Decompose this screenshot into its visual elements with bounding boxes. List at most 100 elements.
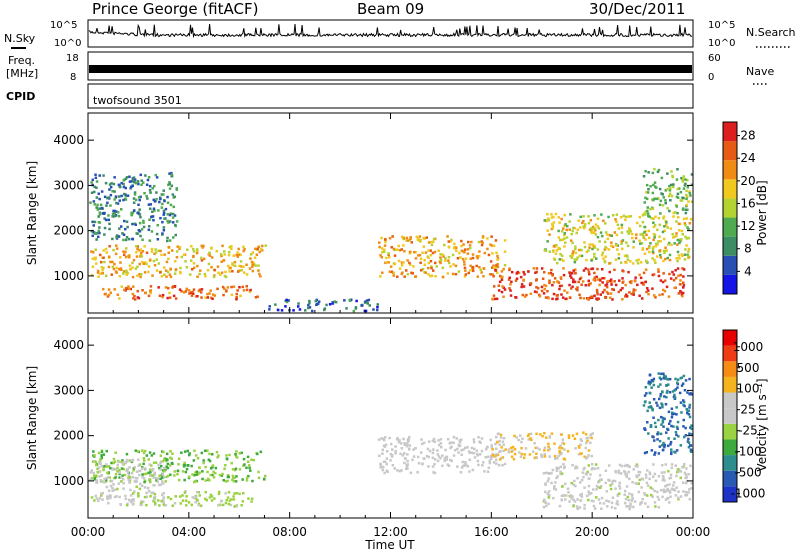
data-cell <box>673 389 676 392</box>
data-cell <box>629 215 633 218</box>
data-cell <box>653 224 657 227</box>
data-cell <box>261 244 264 248</box>
data-cell <box>181 494 184 497</box>
data-cell <box>621 287 624 290</box>
data-cell <box>546 479 550 483</box>
data-cell <box>221 472 224 476</box>
data-cell <box>93 185 96 189</box>
data-cell <box>257 245 260 248</box>
data-cell <box>670 466 673 470</box>
data-cell <box>429 274 432 278</box>
data-cell <box>95 497 99 500</box>
data-cell <box>611 288 614 291</box>
data-cell <box>121 462 125 465</box>
data-cell <box>540 289 544 293</box>
data-cell <box>128 287 131 291</box>
data-cell <box>619 288 622 292</box>
data-cell <box>647 432 650 435</box>
data-cell <box>632 288 635 291</box>
data-cell <box>587 484 591 488</box>
data-cell <box>604 469 608 472</box>
data-cell <box>392 274 395 277</box>
data-cell <box>672 185 675 189</box>
data-cell <box>535 452 538 455</box>
data-cell <box>127 256 131 259</box>
data-cell <box>500 270 504 273</box>
data-cell <box>227 250 231 254</box>
data-cell <box>171 193 175 196</box>
data-cell <box>140 183 143 186</box>
data-cell <box>100 260 103 264</box>
data-cell <box>604 481 607 485</box>
data-cell <box>125 247 128 250</box>
data-cell <box>230 461 233 465</box>
data-cell <box>494 268 497 272</box>
data-cell <box>574 465 578 468</box>
data-cell <box>573 479 576 483</box>
data-cell <box>155 479 158 482</box>
data-cell <box>555 469 559 472</box>
data-cell <box>143 495 147 499</box>
data-cell <box>641 247 645 250</box>
data-cell <box>593 467 597 471</box>
data-cell <box>552 292 556 296</box>
data-cell <box>593 231 596 234</box>
data-cell <box>231 474 235 478</box>
data-cell <box>667 437 670 440</box>
data-cell <box>645 191 648 194</box>
data-cell <box>677 254 681 257</box>
data-cell <box>659 256 663 259</box>
station-title: Prince George (fitACF) <box>92 0 258 18</box>
data-cell <box>476 452 479 456</box>
x-tick-label: 12:00 <box>373 525 408 539</box>
data-cell <box>676 238 680 242</box>
data-cell <box>566 224 569 228</box>
data-cell <box>643 493 647 496</box>
data-cell <box>685 493 689 497</box>
data-cell <box>432 269 435 272</box>
data-cell <box>610 283 613 286</box>
data-cell <box>91 257 95 260</box>
data-cell <box>135 251 138 254</box>
data-cell <box>175 250 179 253</box>
data-cell <box>148 225 151 228</box>
data-cell <box>543 283 546 287</box>
data-cell <box>557 229 560 233</box>
data-cell <box>135 232 138 235</box>
data-cell <box>417 254 420 257</box>
data-cell <box>98 231 101 235</box>
data-cell <box>595 297 598 300</box>
data-cell <box>248 466 251 470</box>
data-cell <box>560 433 563 436</box>
data-cell <box>166 462 170 466</box>
data-cell <box>163 475 166 479</box>
data-cell <box>582 269 586 272</box>
data-cell <box>137 495 140 498</box>
data-cell <box>128 175 131 178</box>
data-cell <box>102 249 105 252</box>
data-cell <box>193 473 196 477</box>
data-cell <box>615 244 618 247</box>
data-cell <box>99 479 102 482</box>
data-cell <box>614 471 618 474</box>
data-cell <box>559 444 562 447</box>
data-cell <box>500 290 504 294</box>
data-cell <box>543 455 547 458</box>
data-cell <box>574 272 577 275</box>
data-cell <box>124 194 128 198</box>
colorbar-segment <box>723 455 737 471</box>
data-cell <box>582 226 586 230</box>
data-cell <box>113 460 117 463</box>
noise-trace <box>88 23 693 39</box>
data-cell <box>120 480 123 483</box>
data-cell <box>686 178 689 182</box>
data-cell <box>160 193 164 196</box>
data-cell <box>646 206 649 209</box>
data-cell <box>183 491 187 494</box>
data-cell <box>464 461 467 464</box>
data-cell <box>647 214 650 218</box>
data-cell <box>238 468 242 471</box>
data-cell <box>634 276 637 279</box>
data-cell <box>157 249 160 252</box>
data-cell <box>232 498 236 501</box>
